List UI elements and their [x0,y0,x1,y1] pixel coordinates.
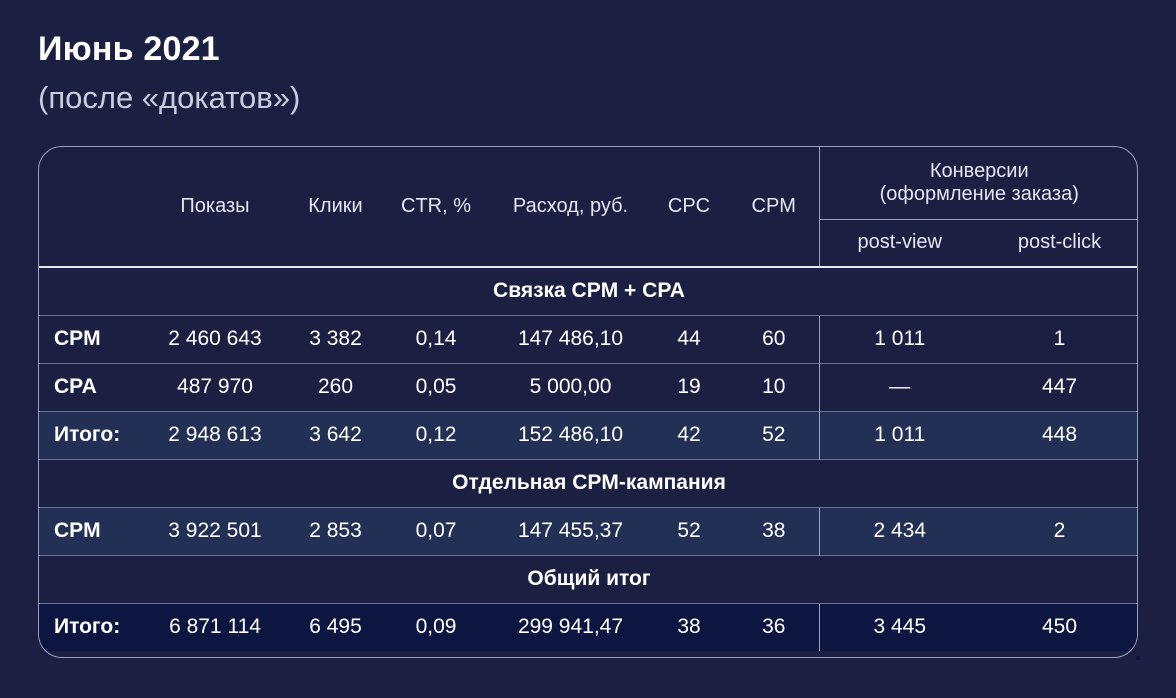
section-row: Связка CPM + CPA [39,266,1137,315]
row-label: CPM [39,506,139,555]
table-cell: 2 853 [291,506,380,555]
table-cell: 60 [729,314,819,363]
table-cell: 3 922 501 [139,506,291,555]
header-cpc: CPC [649,147,729,268]
table-cell: 38 [649,602,729,651]
table-cell: 3 642 [291,410,380,459]
table-cell: 44 [649,314,729,363]
table-corner-accent [1136,656,1140,660]
table-cell: 2 [980,506,1137,555]
section-title: Общий итог [39,554,1137,603]
table-cell: 1 011 [818,410,980,459]
header-impressions: Показы [139,147,291,268]
table-cell: 450 [980,602,1137,651]
table-cell: 152 486,10 [492,410,649,459]
table-cell: 42 [649,410,729,459]
table-cell: 0,07 [380,506,492,555]
table-cell: 36 [729,602,819,651]
table-cell: 52 [729,410,819,459]
table-cell: 6 871 114 [139,602,291,651]
table-cell: 10 [729,362,819,411]
table-cell: 3 445 [818,602,980,651]
header-ctr: CTR, % [380,147,492,268]
table-cell: 147 486,10 [492,314,649,363]
table-cell: 0,09 [380,602,492,651]
table-body: Связка CPM + CPA CPM 2 460 643 3 382 0,14 147… [39,266,1137,651]
header-cpm: CPM [729,147,819,268]
header-conversions: Конверсии (оформление заказа) [818,147,1137,220]
stats-table: Показы Клики CTR, % Расход, руб. CPC CPM… [39,147,1137,651]
table-cell: 1 [980,314,1137,363]
table-cell: 38 [729,506,819,555]
table-cell: 1 011 [818,314,980,363]
table-row: CPM 3 922 501 2 853 0,07 147 455,37 52 38 2 434… [39,506,1137,555]
section-title: Отдельная CPM-кампания [39,458,1137,507]
row-label: CPM [39,314,139,363]
row-label: Итого: [39,410,139,459]
table-cell: 3 382 [291,314,380,363]
table-cell: 147 455,37 [492,506,649,555]
header-empty [39,147,139,268]
header-clicks: Клики [291,147,380,268]
table-cell: 487 970 [139,362,291,411]
table-cell: 0,05 [380,362,492,411]
page-subtitle: (после «докатов») [38,80,301,115]
header-post-click: post-click [980,219,1137,268]
table-cell: — [818,362,980,411]
header-post-view: post-view [818,219,980,268]
table-cell: 6 495 [291,602,380,651]
table-row: Итого: 2 948 613 3 642 0,12 152 486,10 42 52 1 … [39,410,1137,459]
header-conversions-line2: (оформление заказа) [879,182,1079,205]
table-cell: 5 000,00 [492,362,649,411]
table-cell: 448 [980,410,1137,459]
table-row: Итого: 6 871 114 6 495 0,09 299 941,47 38 36 3 … [39,602,1137,651]
table-cell: 0,12 [380,410,492,459]
table-cell: 19 [649,362,729,411]
page-title: Июнь 2021 [38,30,220,68]
section-row: Отдельная CPM-кампания [39,458,1137,507]
table-cell: 2 460 643 [139,314,291,363]
section-row: Общий итог [39,554,1137,603]
table-cell: 447 [980,362,1137,411]
section-title: Связка CPM + CPA [39,266,1137,315]
table-cell: 2 948 613 [139,410,291,459]
table-cell: 2 434 [818,506,980,555]
row-label: Итого: [39,602,139,651]
table-cell: 0,14 [380,314,492,363]
stats-table-card: Показы Клики CTR, % Расход, руб. CPC CPM… [38,146,1138,658]
row-label: CPA [39,362,139,411]
header-spend: Расход, руб. [492,147,649,268]
header-conversions-line1: Конверсии [929,159,1029,182]
table-cell: 52 [649,506,729,555]
table-row: CPM 2 460 643 3 382 0,14 147 486,10 44 60 1 011… [39,314,1137,363]
table-cell: 260 [291,362,380,411]
table-row: CPA 487 970 260 0,05 5 000,00 19 10—447 [39,362,1137,411]
table-cell: 299 941,47 [492,602,649,651]
